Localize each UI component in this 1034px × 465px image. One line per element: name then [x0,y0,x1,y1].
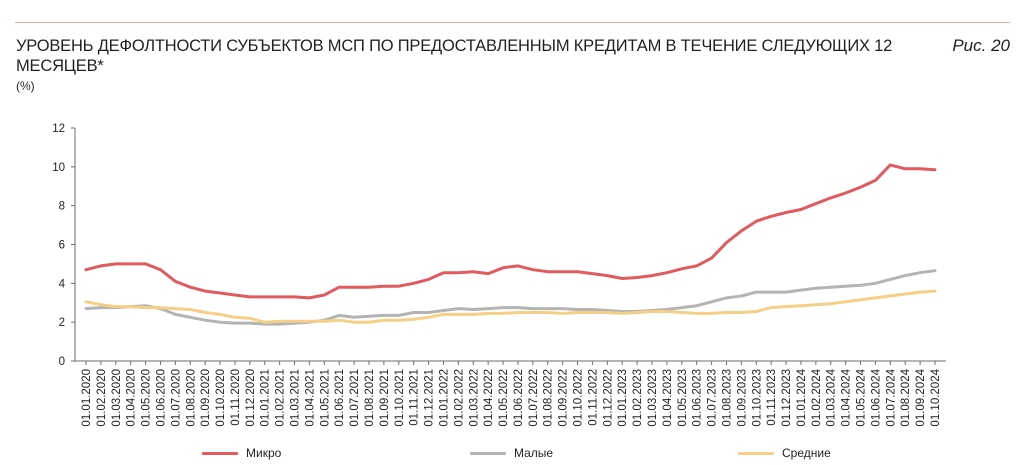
x-tick-label: 01.03.2020 [111,369,123,427]
x-tick-label: 01.05.2021 [319,369,331,427]
x-tick-label: 01.11.2022 [587,369,599,426]
x-tick-label: 01.02.2023 [632,369,644,427]
x-tick-label: 01.04.2023 [662,369,674,427]
x-tick-label: 01.05.2022 [498,369,510,427]
x-tick-label: 01.03.2023 [647,369,659,427]
x-tick-label: 01.08.2023 [721,369,733,427]
x-tick-label: 01.07.2022 [528,369,540,427]
x-tick-label: 01.11.2020 [230,369,242,426]
series-line-small [84,269,937,326]
x-tick-label: 01.08.2020 [185,369,197,427]
x-tick-label: 01.01.2023 [617,369,629,427]
legend-item-small: Малые [470,446,553,460]
x-tick-label: 01.01.2022 [438,369,450,427]
x-tick-label: 01.05.2023 [677,369,689,427]
y-tick-label: 8 [59,201,65,213]
x-tick-label: 01.10.2021 [394,369,406,427]
x-tick-label: 01.09.2022 [558,369,570,427]
x-tick-label: 01.09.2021 [379,369,391,427]
x-tick-label: 01.01.2020 [81,369,93,427]
legend-swatch-small [470,451,506,455]
x-tick-label: 01.08.2021 [364,369,376,427]
x-tick-label: 01.04.2021 [304,369,316,427]
x-tick-label: 01.04.2022 [483,369,495,427]
x-tick-label: 01.06.2024 [870,368,882,426]
x-tick-label: 01.01.2021 [260,369,272,427]
x-tick-label: 01.10.2022 [573,369,585,427]
x-tick-label: 01.05.2024 [856,368,868,426]
series-line-medium [84,289,937,324]
y-tick-label: 4 [59,278,66,290]
x-tick-label: 01.01.2024 [796,368,808,426]
x-tick-label: 01.07.2021 [349,369,361,427]
x-tick-label: 01.12.2023 [781,369,793,427]
x-tick-label: 01.04.2020 [126,369,138,427]
y-tick-label: 0 [59,356,65,368]
x-tick-label: 01.02.2024 [811,368,823,426]
x-tick-label: 01.10.2023 [751,369,763,427]
x-tick-label: 01.02.2021 [275,369,287,427]
figure-label: Рис. 20 [952,36,1010,55]
x-tick-label: 01.02.2020 [96,369,108,427]
x-tick-label: 01.09.2023 [736,369,748,427]
chart-title: Уровень дефолтности субъектов МСП по пре… [16,37,893,75]
top-rule [15,22,1010,23]
x-tick-label: 01.10.2020 [215,369,227,427]
x-tick-label: 01.08.2022 [543,369,555,427]
x-tick-label: 01.12.2021 [424,369,436,427]
series-line-micro [84,163,937,300]
x-tick-label: 01.06.2020 [155,369,167,427]
legend-item-medium: Средние [738,446,831,460]
legend-label-micro: Микро [246,446,282,460]
x-tick-label: 01.11.2021 [409,369,421,426]
legend-swatch-medium [738,451,774,455]
units-label: (%) [16,79,35,93]
y-tick-label: 10 [52,162,65,174]
legend-label-medium: Средние [782,446,831,460]
x-tick-label: 01.12.2020 [245,369,257,427]
x-tick-label: 01.03.2021 [290,369,302,427]
x-tick-label: 01.06.2023 [692,369,704,427]
legend-swatch-micro [202,451,238,455]
x-tick-label: 01.09.2024 [915,368,927,426]
y-tick-label: 6 [59,240,65,252]
x-tick-label: 01.09.2020 [200,369,212,427]
legend-item-micro: Микро [202,446,281,460]
x-tick-label: 01.03.2022 [468,369,480,427]
y-tick-label: 2 [59,317,65,329]
x-tick-label: 01.03.2024 [826,368,838,426]
x-tick-label: 01.06.2021 [334,369,346,427]
y-tick-label: 12 [52,123,65,135]
x-tick-label: 01.06.2022 [513,369,525,427]
x-tick-label: 01.07.2020 [170,369,182,427]
x-tick-label: 01.12.2022 [602,369,614,427]
legend-label-small: Малые [514,446,554,460]
x-tick-label: 01.07.2024 [885,368,897,426]
x-tick-label: 01.07.2023 [707,369,719,427]
x-tick-label: 01.04.2024 [841,368,853,426]
x-tick-label: 01.05.2020 [141,369,153,427]
x-tick-label: 01.11.2023 [766,369,778,426]
x-tick-label: 01.02.2022 [453,369,465,427]
x-tick-label: 01.10.2024 [930,368,942,426]
x-tick-label: 01.08.2024 [900,368,912,426]
legend: Микро Малые Средние [0,446,1034,464]
